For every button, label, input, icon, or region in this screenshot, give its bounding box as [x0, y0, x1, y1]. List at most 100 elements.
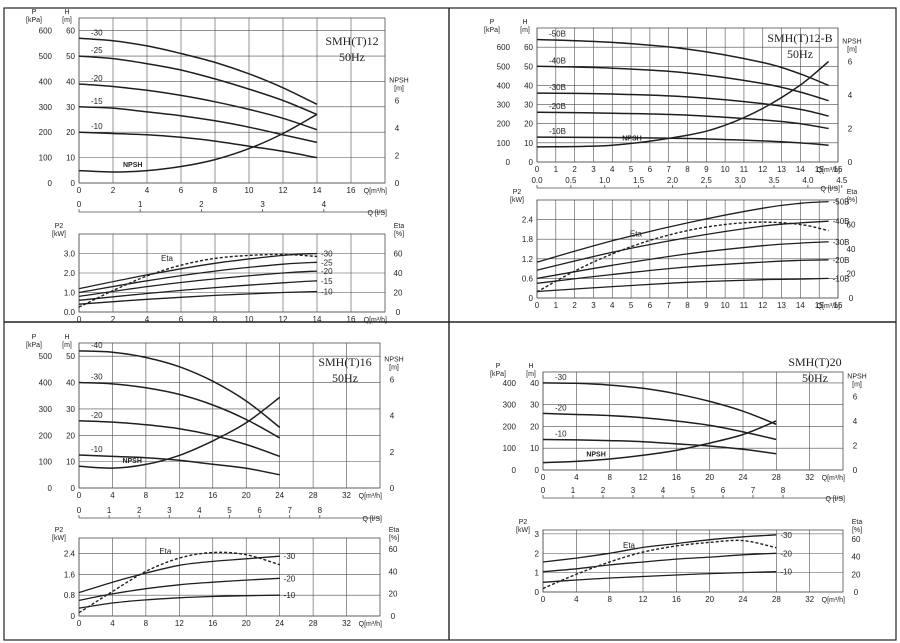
panel1-power-xtick-label: 10 — [245, 315, 254, 324]
panel2-power-xtick-label: 14 — [796, 301, 805, 310]
panel2-power-xtick-label: 2 — [572, 301, 577, 310]
panel2-h-axis-unit: [m] — [520, 27, 530, 34]
panel3-h-tick-label: 40 — [66, 379, 75, 388]
panel2-power-xtick-label: 6 — [648, 301, 653, 310]
panel4-head-xtick-label: 0 — [541, 473, 546, 482]
panel2-power-xtick-label: 7 — [666, 301, 671, 310]
panel3-h-tick-label: 20 — [66, 431, 75, 440]
panel3-npsh-curve — [78, 396, 281, 469]
panel2-eta-curve — [536, 221, 829, 293]
panel2-head-xtick-label: 10 — [721, 165, 730, 174]
panel1-npsh-curve — [78, 113, 318, 173]
panel2-q-scale-label: Q [l/S] — [821, 186, 841, 193]
panel1-p-tick-label: 400 — [39, 77, 53, 86]
panel3-npsh-tick-label: 0 — [390, 484, 395, 493]
panel4-npsh-tick-label: 2 — [853, 442, 858, 451]
panel1-head-xtick-label: 6 — [179, 186, 184, 195]
panel3-head-curve-label: -30 — [91, 373, 103, 382]
panel1-h-tick-label: 40 — [66, 77, 75, 86]
panel4-npsh-axis-unit: [m] — [852, 382, 862, 389]
panel1-npsh-axis-unit: [m] — [394, 86, 404, 93]
panel4-q-scale-tick-label: 3 — [631, 486, 636, 495]
panel3-q-scale-tick-label: 3 — [167, 506, 172, 515]
panel3-q-scale-tick-label: 7 — [287, 506, 292, 515]
panel1-eta-tick-label: 0 — [396, 308, 401, 317]
panel2-chart-title: SMH(T)12-B — [767, 31, 832, 45]
panel3-power-curve-label: -10 — [284, 591, 296, 600]
panel4-eta-tick-label: 20 — [852, 570, 861, 579]
panel3-power-xtick-label: 8 — [144, 619, 149, 628]
panel2-head-xtick-label: 13 — [777, 165, 786, 174]
panel2-p-tick-label: 500 — [497, 62, 511, 71]
panel1-head-xtick-label: 14 — [313, 186, 322, 195]
panel4-h-tick-label: 40 — [530, 379, 539, 388]
panel3-p-tick-label: 300 — [39, 405, 53, 414]
panel3-p-tick-label: 200 — [39, 431, 53, 440]
panel2-h-tick-label: 50 — [524, 62, 533, 71]
panel4-head-curve-label: -30 — [555, 373, 567, 382]
panel2-h-tick-label: 0 — [529, 158, 534, 167]
panel2-head-curve-label: -10B — [549, 127, 566, 136]
panel1-h-tick-label: 50 — [66, 52, 75, 61]
panel1-q-scale-tick-label: 2 — [199, 200, 204, 209]
panel2-p-axis-label: P — [490, 19, 495, 26]
panel3-p-tick-label: 100 — [39, 458, 53, 467]
panel2-power-curve — [536, 241, 829, 280]
panel1-power-xtick-label: 6 — [179, 315, 184, 324]
panel4-power-xtick-label: 28 — [772, 595, 781, 604]
panel4-head-curve — [542, 438, 777, 455]
panel3-chart-title: SMH(T)16 — [318, 355, 371, 369]
panel4-npsh-tick-label: 6 — [853, 393, 858, 402]
panel4-p2-tick-label: 0 — [535, 588, 540, 597]
panel1-power-curve — [78, 290, 318, 305]
panel2-head-xtick-label: 2 — [572, 165, 577, 174]
panel4-power-xtick-label: 20 — [705, 595, 714, 604]
panel2-head-curve-label: -30B — [549, 83, 566, 92]
panel1-head-xtick-label: 8 — [213, 186, 218, 195]
panel4-power-curve — [542, 552, 777, 573]
panel1-p-tick-label: 500 — [39, 52, 53, 61]
panel4-head-curve-label: -20 — [555, 403, 567, 412]
panel1-h-tick-label: 20 — [66, 128, 75, 137]
panel2-power-xtick-label: 1 — [554, 301, 559, 310]
panel1-h-tick-label: 0 — [71, 179, 76, 188]
panel2-head-curve — [536, 92, 829, 117]
panel3-head-curve — [78, 454, 280, 476]
panel1-power-curve-label: -25 — [321, 258, 333, 267]
panel3-eta-curve-label: Eta — [159, 547, 172, 556]
panel1-power-xtick-label: 14 — [313, 315, 322, 324]
panel3-power-xtick-label: 28 — [309, 619, 318, 628]
panel3-npsh-axis-unit: [m] — [389, 364, 399, 371]
panel2-power-xtick-label: 15 — [815, 301, 824, 310]
panel3-p2-axis-label: P2 — [55, 527, 64, 534]
panel4-power-xtick-label: 24 — [739, 595, 748, 604]
panel3-p2-axis-unit: [kW] — [52, 535, 66, 542]
panel2-npsh-tick-label: 2 — [848, 125, 853, 134]
panel1-power-curve-label: -20 — [321, 267, 333, 276]
panel1-h-tick-label: 60 — [66, 27, 75, 36]
panel3-p-tick-label: 500 — [39, 352, 53, 361]
panel4-head-xtick-label: 12 — [639, 473, 648, 482]
panel3-q-scale-tick-label: 4 — [197, 506, 202, 515]
panel3-q-scale-tick-label: 1 — [107, 506, 112, 515]
panel3-eta-tick-label: 0 — [391, 612, 396, 621]
panel4-q-scale-tick-label: 1 — [571, 486, 576, 495]
panel4-h-axis-unit: [m] — [526, 371, 536, 378]
panel1-power-curve — [78, 261, 318, 294]
panel3-p2-tick-label: 2.4 — [64, 550, 76, 559]
panel2-head-curve-label: -50B — [549, 29, 566, 38]
panel2-power-xtick-label: 16 — [834, 301, 843, 310]
panel4-p2-axis-unit: [kW] — [516, 527, 530, 534]
panel4-head-curve — [542, 412, 777, 441]
panel2-eta-tick-label: 20 — [847, 270, 856, 279]
panel4-power-xtick-label: 32 — [805, 595, 814, 604]
panel2-q-scale-tick-label: 1.5 — [633, 176, 645, 185]
panel3-head-curve-label: -40 — [91, 341, 103, 350]
panel2-p2-tick-label: 2.4 — [522, 216, 534, 225]
panel2-head-xtick-label: 1 — [554, 165, 559, 174]
panel2-h-tick-label: 30 — [524, 101, 533, 110]
panel1-power-xtick-label: 16 — [347, 315, 356, 324]
panel2-power-curve — [536, 259, 829, 284]
panel4-head-xtick-label: 8 — [607, 473, 612, 482]
